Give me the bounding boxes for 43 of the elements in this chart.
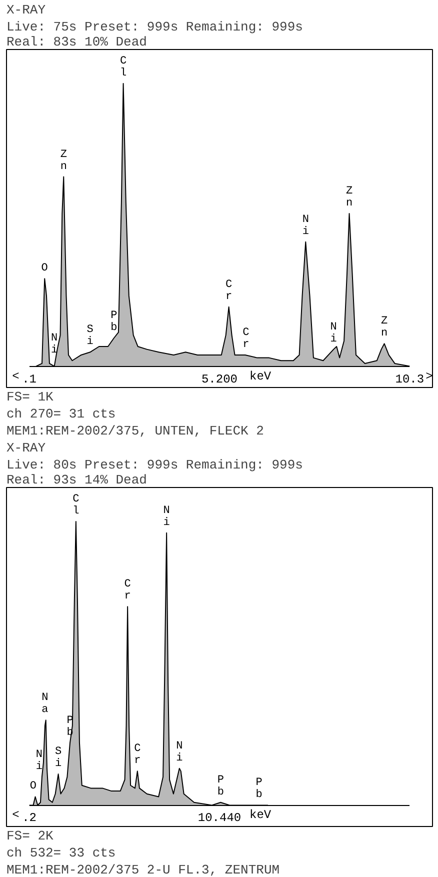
- annotation: Cr: [124, 578, 132, 603]
- annotation: Zn: [60, 148, 68, 173]
- x-tick-label: 10.440: [198, 811, 242, 826]
- chart-title: X-RAY: [6, 440, 46, 456]
- x-tick-label: .2: [22, 811, 37, 826]
- annotation: Ni: [36, 748, 43, 773]
- annotation: Pb: [217, 774, 224, 798]
- chart-subtitle: Live: 75s Preset: 999s Remaining: 999s Real: 83s 10% Dead: [6, 20, 303, 50]
- x-axis-title: keV: [250, 369, 272, 384]
- annotation: Zn: [381, 316, 388, 340]
- annotation: Cl: [72, 494, 80, 518]
- annotation: Pb: [110, 310, 118, 334]
- text: ch 532= 33 cts: [6, 846, 116, 860]
- annotation: Cl: [120, 55, 127, 80]
- annotation: O: [41, 262, 48, 275]
- annotation: Ni: [163, 504, 170, 529]
- chart-subtitle: Live: 80s Preset: 999s Remaining: 999s Real: 93s 14% Dead: [6, 458, 303, 488]
- x-tick-label: .1: [22, 372, 37, 386]
- annotation: Zn: [346, 186, 353, 210]
- annotation: Si: [86, 324, 94, 348]
- x-tick-label: 5.200: [201, 372, 238, 386]
- text: MEM1:REM-2002/375 2-U FL.3, ZENTRUM: [6, 862, 280, 877]
- annotation: Cr: [242, 326, 250, 351]
- annotation: Ni: [330, 321, 338, 346]
- annotation: Na: [42, 692, 49, 716]
- text: <: [12, 808, 20, 822]
- annotation: Cr: [226, 278, 233, 303]
- text: FS= 2K: [6, 828, 54, 844]
- text: <: [12, 369, 20, 384]
- x-tick-label: 10.3: [395, 372, 424, 386]
- annotation: Ni: [176, 740, 184, 764]
- text: ch 270= 31 cts: [6, 406, 116, 422]
- annotation: Ni: [302, 214, 310, 238]
- text: MEM1:REM-2002/375, UNTEN, FLECK 2: [6, 424, 264, 438]
- annotation: Si: [54, 746, 62, 770]
- annotation: Pb: [256, 777, 263, 802]
- annotation: O: [30, 780, 37, 793]
- chart-title: X-RAY: [6, 2, 46, 18]
- text: >: [426, 369, 433, 384]
- annotation: Ni: [51, 332, 58, 357]
- x-axis-title: keV: [250, 808, 272, 822]
- annotation: Cr: [134, 743, 142, 768]
- text: FS= 1K: [6, 390, 54, 404]
